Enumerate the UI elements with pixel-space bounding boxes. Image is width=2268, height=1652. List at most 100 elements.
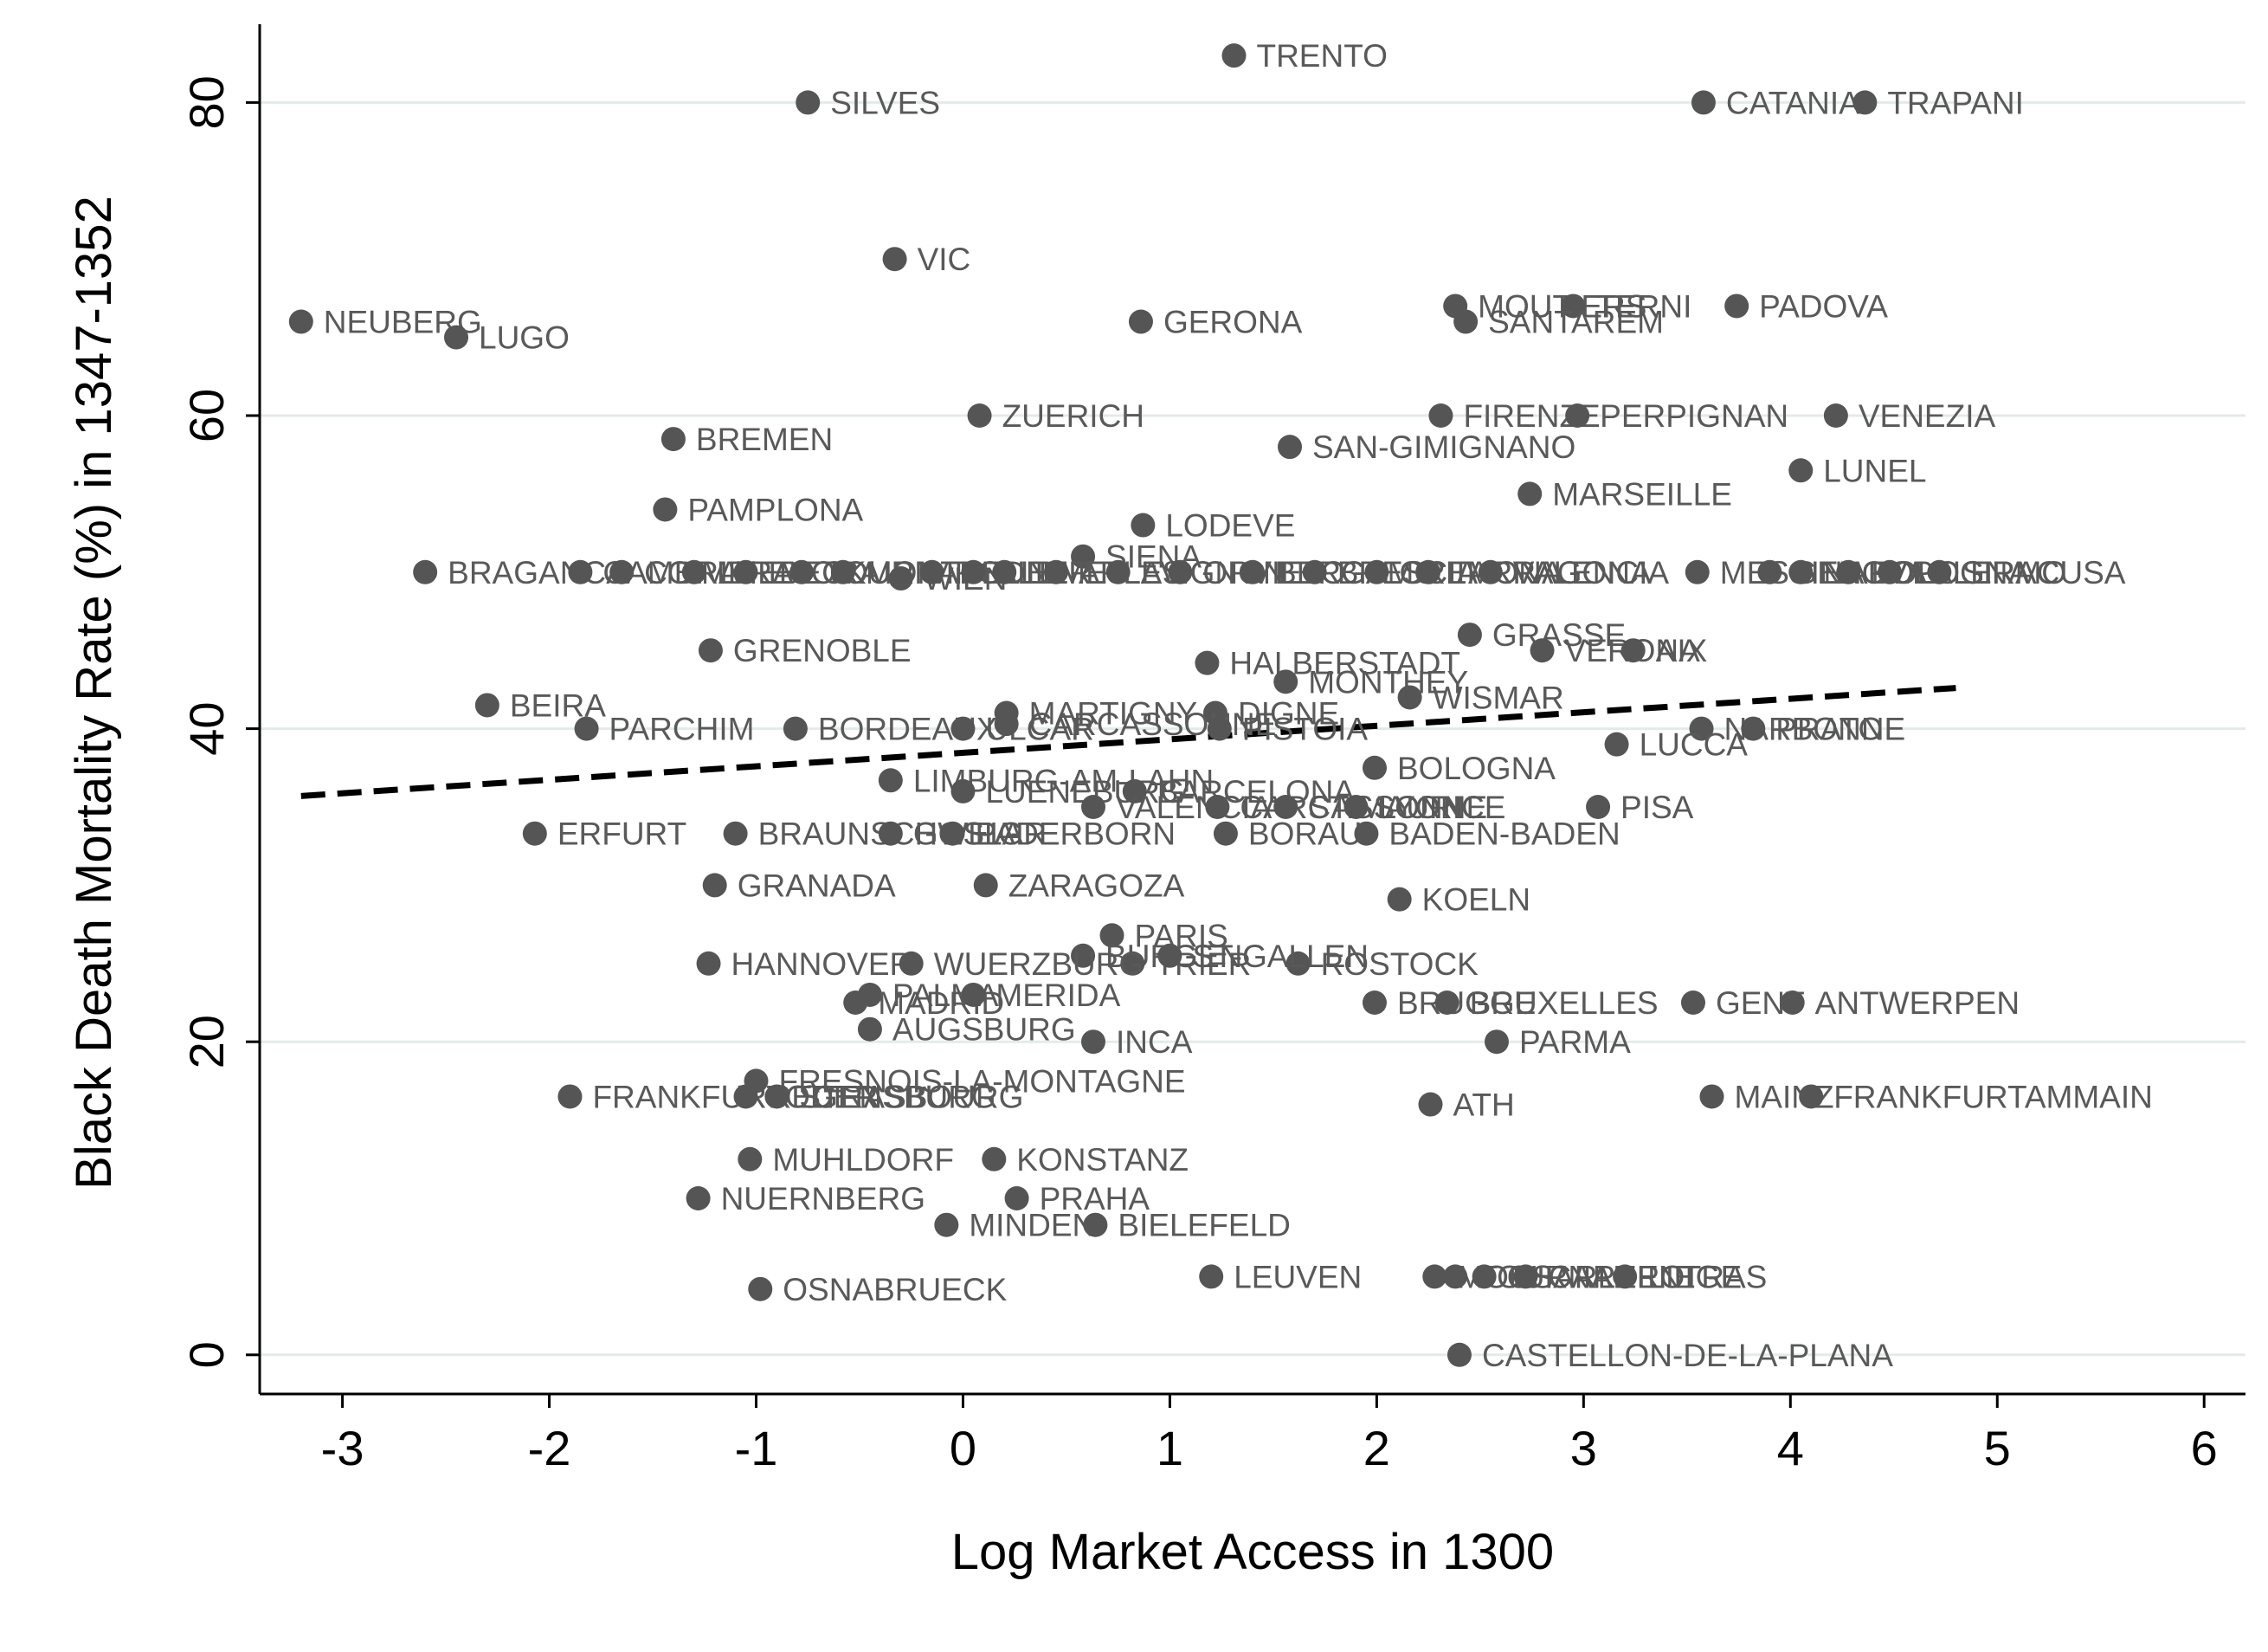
- data-point: [1278, 435, 1303, 460]
- x-axis-title: Log Market Access in 1300: [951, 1524, 1554, 1580]
- data-point-label: SIRACUSA: [1962, 555, 2125, 590]
- data-point: [474, 693, 499, 718]
- data-point: [1207, 716, 1232, 741]
- data-point: [1788, 559, 1814, 584]
- data-point: [1446, 1342, 1472, 1367]
- data-point: [574, 716, 599, 741]
- data-point: [1472, 1264, 1497, 1289]
- data-point: [609, 559, 635, 584]
- data-point: [1836, 559, 1861, 584]
- data-point-label: GERONA: [1163, 305, 1303, 340]
- data-point-label: MARSEILLE: [1552, 476, 1732, 512]
- data-point: [1273, 795, 1298, 819]
- data-point: [1416, 559, 1441, 584]
- data-point-label: CASTELLON-DE-LA-PLANA: [1482, 1338, 1893, 1373]
- data-point: [1105, 559, 1131, 584]
- x-tick-label: 2: [1363, 1421, 1390, 1475]
- data-point-label: LEUVEN: [1234, 1259, 1362, 1294]
- data-point-label: ZUERICH: [1002, 398, 1144, 434]
- data-point: [899, 951, 924, 976]
- data-point-label: ROSTOCK: [1321, 946, 1479, 982]
- data-point: [1699, 1084, 1724, 1109]
- data-point: [1081, 1029, 1106, 1055]
- data-point: [1478, 559, 1503, 584]
- y-tick-label: 80: [179, 75, 234, 129]
- data-point: [1387, 887, 1412, 912]
- data-point-label: FRANKFURTAMMAIN: [1833, 1079, 2153, 1114]
- data-point-label: TRAPANI: [1887, 85, 2024, 120]
- data-point-label: BREMEN: [696, 422, 833, 457]
- data-point-label: BARCELONA: [1157, 774, 1356, 810]
- data-point-label: LUGO: [479, 320, 570, 356]
- data-point-label: SAN-GIMIGNANO: [1312, 429, 1575, 465]
- data-point-label: TERNI: [1595, 288, 1691, 324]
- data-point-label: CHARLEROI: [1507, 1259, 1694, 1294]
- data-point-label: MERIDA: [995, 978, 1120, 1013]
- data-point: [789, 559, 815, 584]
- data-point-label: BRAGANCA: [448, 555, 628, 590]
- data-point: [1434, 991, 1459, 1015]
- data-point-label: BORAU: [1248, 816, 1363, 852]
- data-point-label: AUGSBURG: [892, 1012, 1076, 1048]
- data-point: [878, 821, 903, 846]
- data-point-label: MONTHEY: [1308, 664, 1468, 700]
- data-point: [1354, 821, 1379, 846]
- data-point-label: DIGNE: [1238, 696, 1339, 732]
- x-tick-label: 1: [1157, 1421, 1183, 1475]
- data-point: [982, 1146, 1007, 1171]
- data-point: [1205, 795, 1230, 819]
- data-point-label: HANNOVER: [731, 946, 913, 982]
- data-point-label: PARIS: [1135, 918, 1228, 953]
- data-point: [1604, 732, 1629, 757]
- data-point-label: PRAHA: [1040, 1181, 1150, 1216]
- data-point: [413, 559, 438, 584]
- data-point-label: MARTIGNY: [1029, 696, 1198, 732]
- data-point: [1724, 294, 1749, 319]
- x-tick-label: 5: [1984, 1421, 2011, 1475]
- data-point: [1877, 559, 1902, 584]
- data-point-label: PAMPLONA: [687, 492, 863, 527]
- data-point: [1273, 669, 1298, 694]
- x-tick-label: 0: [950, 1421, 976, 1475]
- data-point: [1517, 481, 1543, 507]
- data-point-label: EVORA: [769, 555, 881, 590]
- data-point: [723, 821, 748, 846]
- data-point: [686, 1186, 711, 1210]
- data-point: [940, 821, 965, 846]
- data-point-label: VALENCIA: [1116, 790, 1273, 825]
- data-point-label: GRANADA: [738, 868, 896, 903]
- data-point-label: ARLES: [1079, 555, 1183, 590]
- data-point: [1852, 90, 1878, 115]
- data-point-label: ST-MAURICE: [1308, 790, 1505, 825]
- data-point: [1221, 43, 1247, 68]
- data-point: [878, 768, 903, 793]
- x-tick-label: 4: [1777, 1421, 1804, 1475]
- data-point: [1513, 1264, 1538, 1289]
- data-point: [764, 1084, 789, 1109]
- data-point: [1565, 403, 1590, 428]
- data-point-label: ZARAGOZA: [1008, 868, 1185, 903]
- data-point-label: TOURNAI: [1478, 1259, 1621, 1294]
- data-point: [1757, 559, 1782, 584]
- data-point: [919, 559, 944, 584]
- data-point-label: OSNABRUECK: [783, 1272, 1007, 1307]
- data-point: [1561, 294, 1586, 319]
- data-point: [1799, 1084, 1824, 1109]
- x-tick-label: 6: [2191, 1421, 2218, 1475]
- data-point-label: ANTWERPEN: [1815, 985, 2020, 1021]
- data-point: [1780, 991, 1805, 1015]
- data-point: [830, 559, 855, 584]
- data-point: [1685, 559, 1710, 584]
- y-axis-title: Black Death Mortality Rate (%) in 1347-1…: [66, 196, 122, 1190]
- data-point-label: PARCHIM: [609, 712, 755, 747]
- data-point-label: LYON: [1378, 790, 1463, 825]
- data-point-label: PRATO: [1775, 712, 1883, 747]
- data-point: [961, 559, 986, 584]
- data-point: [660, 427, 686, 452]
- data-point: [738, 1146, 763, 1171]
- y-tick-label: 0: [179, 1341, 234, 1368]
- data-point: [1362, 755, 1387, 780]
- data-point: [1043, 559, 1068, 584]
